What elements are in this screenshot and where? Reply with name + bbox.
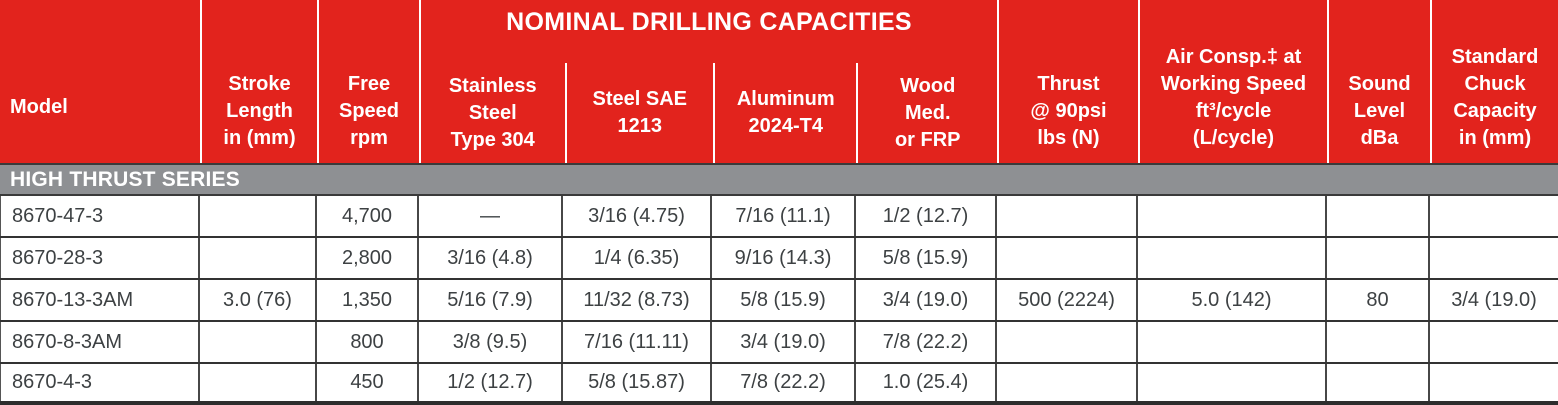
cell-air-consumption: 5.0 (142)	[1138, 280, 1327, 320]
col-header-stroke-length: Stroke Length in (mm)	[200, 0, 317, 163]
cell-stroke-length	[200, 196, 317, 236]
cell-chuck-capacity	[1430, 322, 1558, 362]
cell-free-speed: 4,700	[317, 196, 419, 236]
col-header-wood: Wood Med. or FRP	[856, 63, 997, 163]
cell-model: 8670-13-3AM	[0, 280, 200, 320]
cell-free-speed: 450	[317, 364, 419, 401]
cell-steel-sae: 1/4 (6.35)	[563, 238, 712, 278]
table-row: 8670-47-3 4,700 — 3/16 (4.75) 7/16 (11.1…	[0, 196, 1558, 238]
cell-air-consumption	[1138, 196, 1327, 236]
col-header-stainless-steel: Stainless Steel Type 304	[448, 74, 537, 151]
cell-wood: 1/2 (12.7)	[856, 196, 997, 236]
cell-thrust: 500 (2224)	[997, 280, 1138, 320]
cell-chuck-capacity	[1430, 238, 1558, 278]
cell-aluminum: 7/16 (11.1)	[712, 196, 856, 236]
cell-free-speed: 800	[317, 322, 419, 362]
cell-air-consumption	[1138, 238, 1327, 278]
table-row: 8670-28-3 2,800 3/16 (4.8) 1/4 (6.35) 9/…	[0, 238, 1558, 280]
cell-aluminum: 7/8 (22.2)	[712, 364, 856, 401]
series-header-high-thrust: HIGH THRUST SERIES	[0, 163, 1558, 196]
cell-free-speed: 1,350	[317, 280, 419, 320]
cell-stroke-length	[200, 238, 317, 278]
cell-steel-sae: 11/32 (8.73)	[563, 280, 712, 320]
cell-wood: 7/8 (22.2)	[856, 322, 997, 362]
table-row: 8670-8-3AM 800 3/8 (9.5) 7/16 (11.11) 3/…	[0, 322, 1558, 364]
table-header: Model Stroke Length in (mm) Free Speed r…	[0, 0, 1558, 163]
cell-stroke-length	[200, 322, 317, 362]
cell-sound-level	[1327, 196, 1430, 236]
col-header-thrust: Thrust @ 90psi lbs (N)	[997, 0, 1138, 163]
cell-thrust	[997, 322, 1138, 362]
cell-wood: 5/8 (15.9)	[856, 238, 997, 278]
group-subheaders: Stainless Steel Type 304 Steel SAE 1213 …	[421, 63, 997, 163]
cell-chuck-capacity	[1430, 364, 1558, 401]
cell-stainless-steel: 3/16 (4.8)	[419, 238, 563, 278]
cell-stroke-length	[200, 364, 317, 401]
table-row: 8670-4-3 450 1/2 (12.7) 5/8 (15.87) 7/8 …	[0, 364, 1558, 405]
cell-sound-level	[1327, 322, 1430, 362]
cell-chuck-capacity	[1430, 196, 1558, 236]
nominal-drilling-capacities-group: NOMINAL DRILLING CAPACITIES Stainless St…	[419, 0, 997, 163]
cell-free-speed: 2,800	[317, 238, 419, 278]
cell-air-consumption	[1138, 322, 1327, 362]
cell-chuck-capacity: 3/4 (19.0)	[1451, 288, 1537, 311]
cell-thrust	[997, 196, 1138, 236]
cell-thrust	[997, 364, 1138, 401]
col-header-steel-sae: Steel SAE 1213	[564, 63, 713, 163]
table-body: 8670-47-3 4,700 — 3/16 (4.75) 7/16 (11.1…	[0, 196, 1558, 405]
cell-air-consumption	[1138, 364, 1327, 401]
cell-aluminum: 5/8 (15.9)	[712, 280, 856, 320]
cell-stainless-steel: 5/16 (7.9)	[419, 280, 563, 320]
cell-steel-sae: 5/8 (15.87)	[563, 364, 712, 401]
col-header-aluminum: Aluminum 2024-T4	[712, 63, 857, 163]
col-header-chuck-capacity: Standard Chuck Capacity in (mm)	[1430, 0, 1558, 163]
cell-model: 8670-8-3AM	[0, 322, 200, 362]
cell-stroke-length: 3.0 (76)	[200, 280, 317, 320]
col-header-free-speed: Free Speed rpm	[317, 0, 419, 163]
col-header-model: Model	[10, 96, 68, 118]
cell-sound-level: 80	[1327, 280, 1430, 320]
cell-aluminum: 3/4 (19.0)	[712, 322, 856, 362]
cell-stainless-steel: —	[419, 196, 563, 236]
cell-thrust	[997, 238, 1138, 278]
cell-wood: 1.0 (25.4)	[856, 364, 997, 401]
cell-sound-level	[1327, 364, 1430, 401]
cell-steel-sae: 7/16 (11.11)	[563, 322, 712, 362]
cell-stainless-steel: 1/2 (12.7)	[419, 364, 563, 401]
cell-sound-level	[1327, 238, 1430, 278]
col-header-sound-level: Sound Level dBa	[1327, 0, 1430, 163]
cell-wood: 3/4 (19.0)	[856, 280, 997, 320]
cell-model: 8670-47-3	[0, 196, 200, 236]
cell-steel-sae: 3/16 (4.75)	[563, 196, 712, 236]
table-row: 8670-13-3AM 3.0 (76) 1,350 5/16 (7.9) 11…	[0, 280, 1558, 322]
col-header-air-consumption: Air Consp.‡ at Working Speed ft³/cycle (…	[1138, 0, 1327, 163]
cell-model: 8670-4-3	[0, 364, 200, 401]
cell-model: 8670-28-3	[0, 238, 200, 278]
cell-aluminum: 9/16 (14.3)	[712, 238, 856, 278]
cell-stainless-steel: 3/8 (9.5)	[419, 322, 563, 362]
group-title: NOMINAL DRILLING CAPACITIES	[506, 8, 912, 36]
